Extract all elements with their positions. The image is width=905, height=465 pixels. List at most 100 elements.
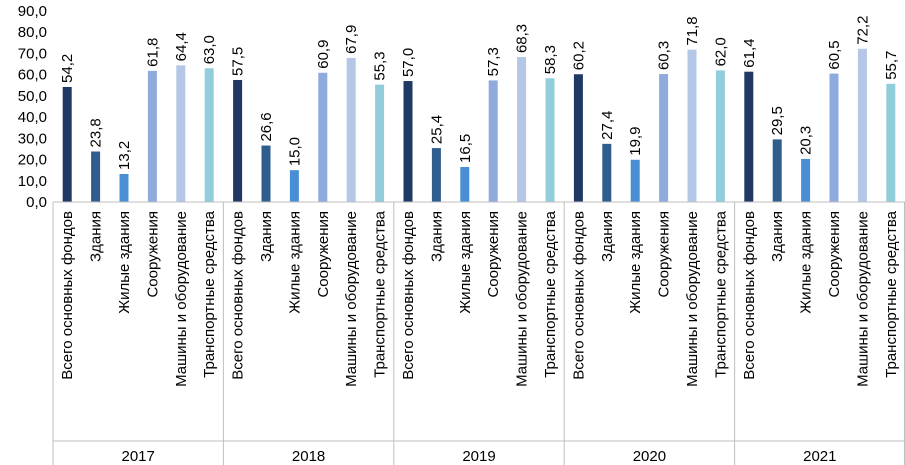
year-label: 2021 — [803, 448, 836, 465]
bar — [403, 81, 413, 202]
category-label: Сооружения — [826, 211, 843, 298]
year-label: 2018 — [292, 448, 325, 465]
value-label: 29,5 — [769, 106, 786, 135]
bar — [573, 74, 583, 202]
y-tick-label: 90,0 — [18, 3, 47, 20]
category-label: Транспортные средства — [372, 210, 389, 377]
bar — [91, 151, 101, 202]
category-label: Жилые здания — [798, 211, 815, 314]
year-label: 2020 — [633, 448, 666, 465]
category-label: Здания — [428, 211, 445, 262]
bar — [375, 84, 385, 202]
y-tick-label: 70,0 — [18, 45, 47, 62]
category-label: Жилые здания — [286, 211, 303, 314]
value-label: 13,2 — [116, 141, 133, 170]
category-label: Здания — [599, 211, 616, 262]
value-label: 61,8 — [144, 38, 161, 67]
category-label: Жилые здания — [116, 211, 133, 314]
bar — [857, 48, 867, 202]
axis-lines — [52, 201, 905, 465]
bar — [659, 74, 669, 202]
y-tick-label: 0,0 — [26, 194, 47, 211]
value-label: 61,4 — [741, 38, 758, 67]
category-label: Транспортные средства — [201, 210, 218, 377]
bar — [602, 143, 612, 202]
bar — [147, 70, 157, 202]
bar — [233, 79, 243, 202]
category-label: Жилые здания — [457, 211, 474, 314]
bar — [772, 139, 782, 202]
value-label: 60,2 — [570, 41, 587, 70]
category-label: Всего основных фондов — [570, 211, 587, 380]
category-labels: Всего основных фондов Здания Жилые здания С… — [59, 210, 900, 387]
value-label: 25,4 — [428, 115, 445, 144]
bar — [886, 83, 896, 202]
bar — [460, 166, 470, 202]
value-label: 55,3 — [372, 51, 389, 80]
value-label: 54,2 — [59, 54, 76, 83]
value-label: 64,4 — [173, 32, 190, 61]
value-label: 60,9 — [315, 40, 332, 69]
value-label: 57,5 — [230, 47, 247, 76]
value-label: 15,0 — [286, 137, 303, 166]
y-tick-label: 10,0 — [18, 173, 47, 190]
bar — [687, 49, 697, 202]
year-labels: 2017 2018 2019 2020 2021 — [122, 448, 837, 465]
value-label: 27,4 — [599, 111, 616, 140]
bar — [119, 173, 129, 202]
bar — [517, 57, 527, 203]
value-label: 26,6 — [258, 112, 275, 141]
value-label: 57,3 — [485, 47, 502, 76]
bar — [346, 57, 356, 203]
category-label: Здания — [88, 211, 105, 262]
value-label: 67,9 — [343, 25, 360, 54]
category-label: Всего основных фондов — [741, 211, 758, 380]
y-axis: 0,0 10,0 20,0 30,0 40,0 50,0 60,0 70,0 80,0 90,0 — [18, 3, 47, 211]
y-tick-label: 30,0 — [18, 130, 47, 147]
category-label: Транспортные средства — [883, 210, 900, 377]
value-label: 58,3 — [542, 45, 559, 74]
category-label: Сооружения — [656, 211, 673, 298]
bar — [318, 72, 328, 202]
bar — [62, 86, 72, 202]
value-label: 23,8 — [88, 118, 105, 147]
value-label: 55,7 — [883, 51, 900, 80]
category-label: Транспортные средства — [542, 210, 559, 377]
category-label: Здания — [769, 211, 786, 262]
value-label: 20,3 — [798, 126, 815, 155]
bar — [488, 80, 498, 202]
bar — [176, 65, 186, 202]
bar — [715, 70, 725, 202]
year-label: 2017 — [122, 448, 155, 465]
category-label: Машины и оборудование — [343, 211, 360, 387]
value-label: 68,3 — [514, 24, 531, 53]
value-label: 71,8 — [684, 16, 701, 45]
y-tick-label: 20,0 — [18, 152, 47, 169]
y-tick-label: 40,0 — [18, 109, 47, 126]
category-label: Жилые здания — [627, 211, 644, 314]
value-label: 63,0 — [201, 35, 218, 64]
category-label: Транспортные средства — [712, 210, 729, 377]
value-label: 62,0 — [712, 37, 729, 66]
bar — [744, 71, 754, 202]
category-label: Сооружения — [315, 211, 332, 298]
value-labels: 54,2 23,8 13,2 61,8 64,4 63,0 57,5 26,6 15,0 60,9… — [59, 16, 900, 170]
bar — [204, 68, 214, 202]
y-tick-label: 50,0 — [18, 88, 47, 105]
category-label: Всего основных фондов — [59, 211, 76, 380]
bar — [261, 145, 271, 202]
bar — [431, 148, 441, 202]
bar — [801, 158, 811, 202]
y-tick-label: 60,0 — [18, 67, 47, 84]
category-label: Машины и оборудование — [684, 211, 701, 387]
category-label: Всего основных фондов — [400, 211, 417, 380]
value-label: 19,9 — [627, 127, 644, 156]
year-label: 2019 — [462, 448, 495, 465]
category-label: Сооружения — [144, 211, 161, 298]
bar — [545, 78, 555, 202]
value-label: 57,0 — [400, 48, 417, 77]
value-label: 60,5 — [826, 40, 843, 69]
value-label: 72,2 — [854, 16, 871, 45]
value-label: 60,3 — [656, 41, 673, 70]
